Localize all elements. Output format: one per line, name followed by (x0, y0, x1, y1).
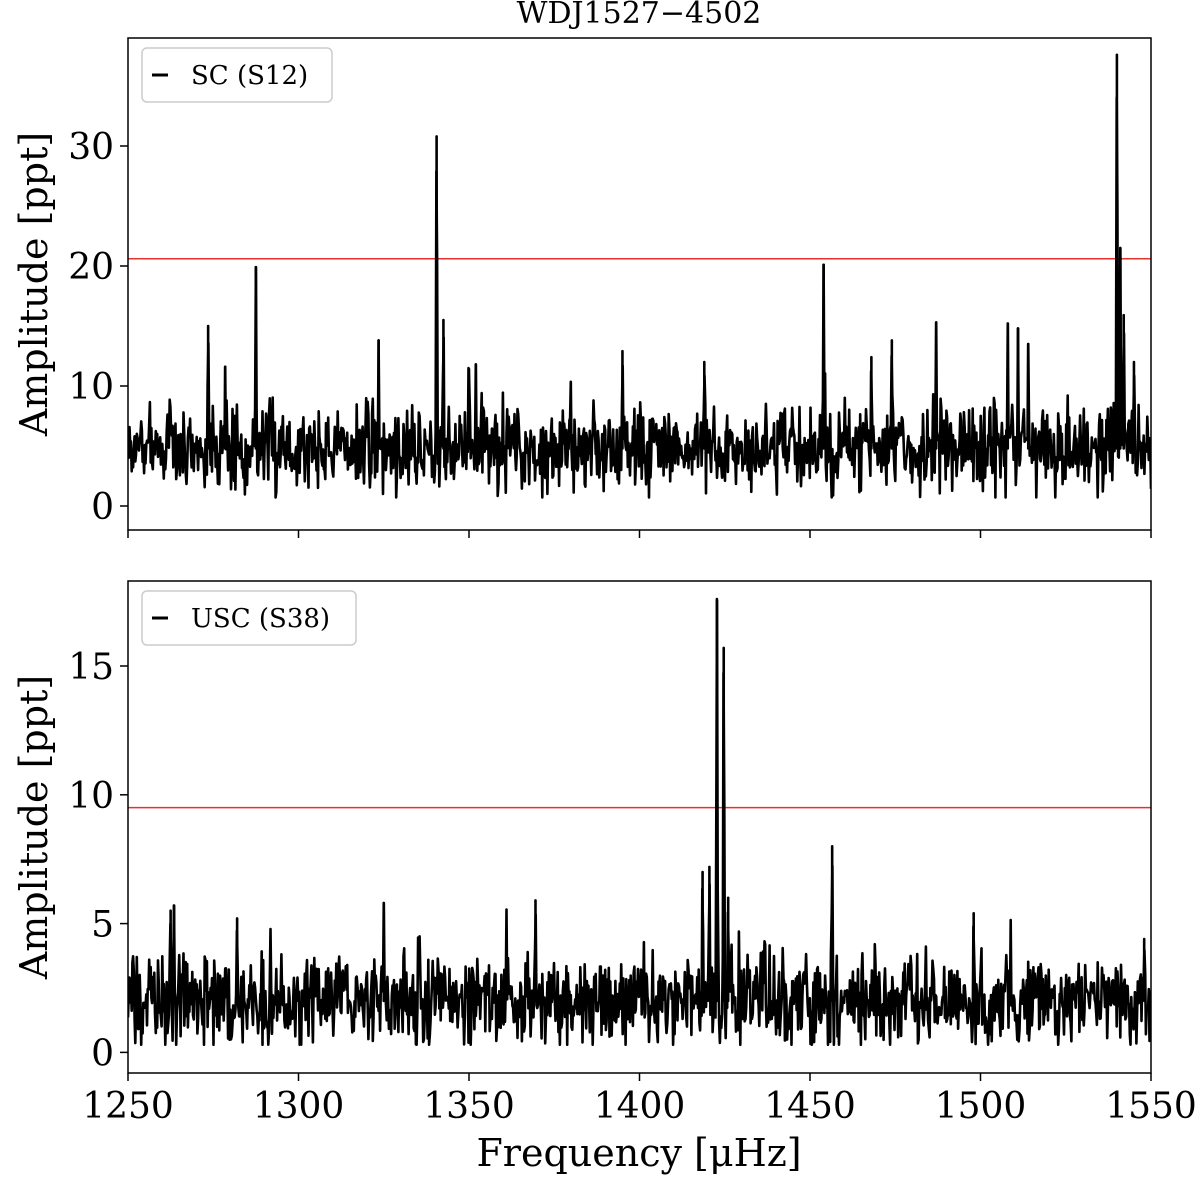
legend-box (141, 47, 333, 103)
y-tick-label: 10 (68, 776, 114, 817)
x-tick-label: 1500 (935, 1086, 1027, 1127)
x-tick-label: 1300 (253, 1086, 345, 1127)
y-tick-label: 15 (68, 647, 114, 688)
y-axis-label: Amplitude [ppt] (12, 675, 56, 980)
spectrum-line (128, 96, 1151, 499)
legend: USC (S38) (141, 590, 357, 646)
y-tick-label: 5 (91, 905, 114, 946)
y-tick-label: 10 (68, 367, 114, 408)
legend-label: USC (S38) (191, 604, 330, 634)
legend-label: SC (S12) (191, 61, 308, 91)
chart-title: WDJ1527−4502 (517, 0, 762, 31)
y-tick-label: 0 (91, 487, 114, 528)
legend: SC (S12) (141, 47, 333, 103)
legend-box (141, 590, 357, 646)
y-tick-label: 0 (91, 1033, 114, 1074)
x-tick-label: 1450 (764, 1086, 856, 1127)
panel-sc: 0 10 20 30 Amplitude [ppt] SC (S12) (12, 37, 1152, 538)
panel-usc: 0 5 10 15 1250 1300 1350 1400 1450 1500 1550 Amplit… (12, 580, 1197, 1127)
y-axis-label: Amplitude [ppt] (12, 132, 56, 437)
y-tick-label: 30 (68, 127, 114, 168)
x-tick-label: 1550 (1105, 1086, 1197, 1127)
x-tick-label: 1400 (594, 1086, 686, 1127)
x-tick-label: 1350 (423, 1086, 515, 1127)
y-tick-label: 20 (68, 247, 114, 288)
x-tick-label: 1250 (82, 1086, 174, 1127)
spectrum-line (128, 599, 1151, 1046)
x-axis-label: Frequency [μHz] (476, 1131, 801, 1175)
